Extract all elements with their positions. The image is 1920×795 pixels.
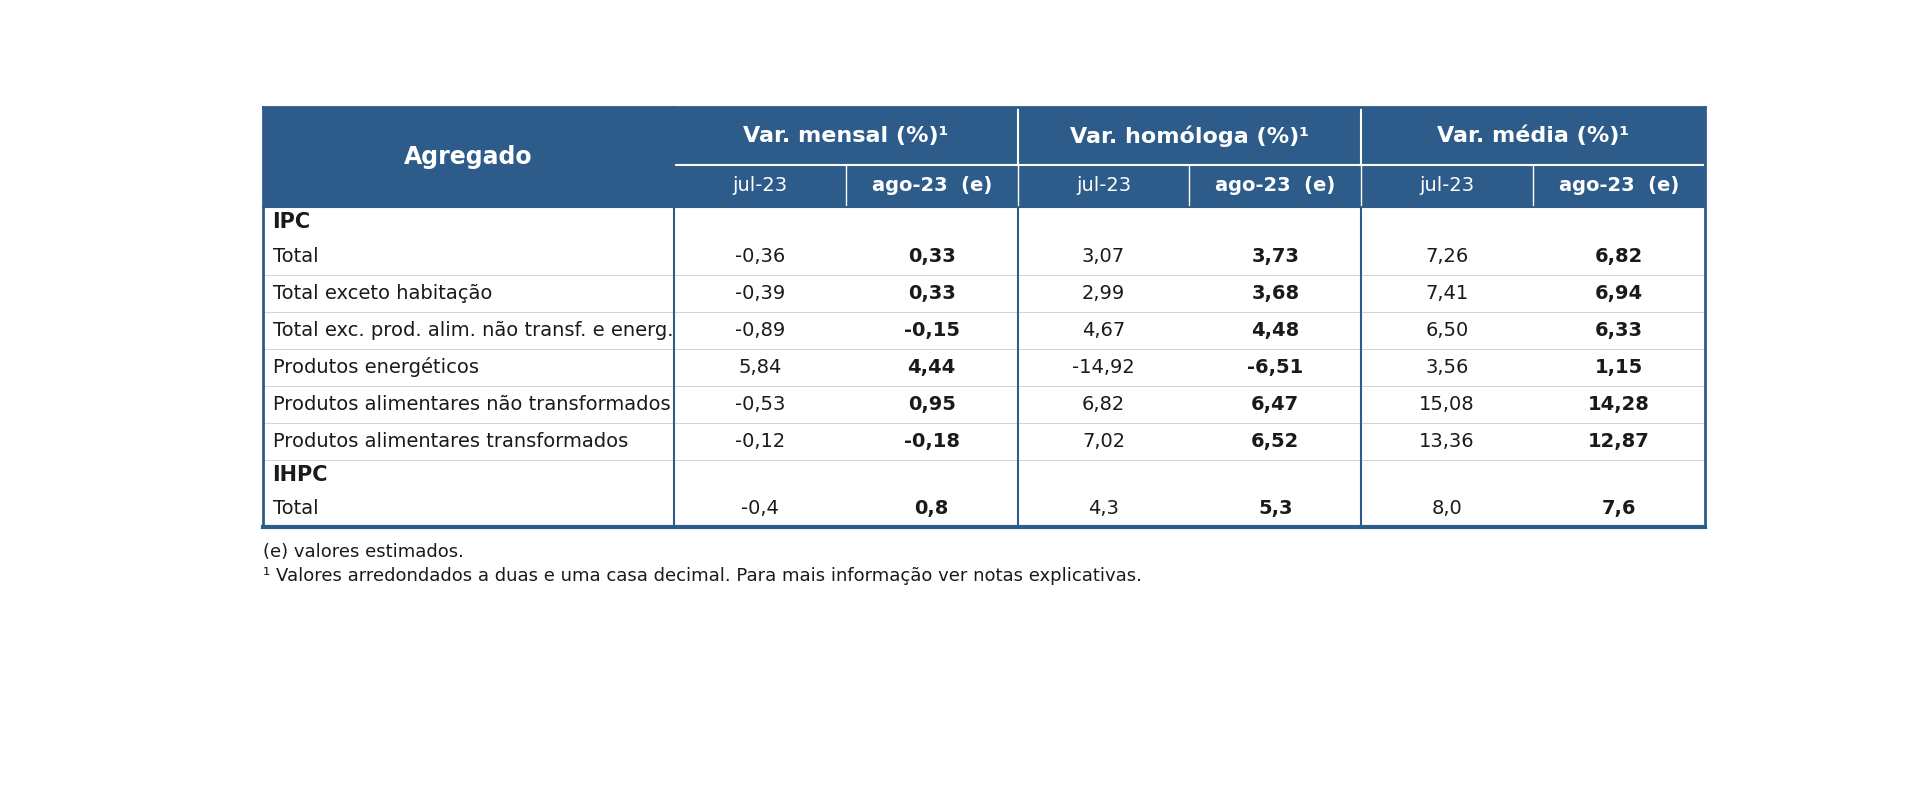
Bar [263, 207, 1705, 238]
Bar [1188, 165, 1361, 207]
Text: 4,3: 4,3 [1089, 499, 1119, 518]
Text: 0,33: 0,33 [908, 284, 956, 303]
Text: ¹ Valores arredondados a duas e uma casa decimal. Para mais informação ver notas: ¹ Valores arredondados a duas e uma casa… [263, 568, 1142, 585]
Text: -0,18: -0,18 [904, 432, 960, 451]
Text: -0,12: -0,12 [735, 432, 785, 451]
Text: Produtos alimentares não transformados: Produtos alimentares não transformados [273, 394, 670, 413]
Text: 6,50: 6,50 [1425, 320, 1469, 339]
Text: 8,0: 8,0 [1432, 499, 1463, 518]
Text: 6,52: 6,52 [1252, 432, 1300, 451]
Text: 3,56: 3,56 [1425, 358, 1469, 377]
Text: Produtos alimentares transformados: Produtos alimentares transformados [273, 432, 628, 451]
Text: 6,33: 6,33 [1596, 320, 1644, 339]
Text: 1,15: 1,15 [1596, 358, 1644, 377]
Bar [263, 460, 1705, 491]
Text: 15,08: 15,08 [1419, 394, 1475, 413]
Text: 4,67: 4,67 [1081, 320, 1125, 339]
Text: jul-23: jul-23 [1419, 176, 1475, 196]
Bar [263, 107, 674, 207]
Text: 2,99: 2,99 [1081, 284, 1125, 303]
Bar [263, 386, 1705, 423]
Bar [1018, 165, 1188, 207]
Text: 6,82: 6,82 [1596, 246, 1644, 266]
Text: ago-23  (e): ago-23 (e) [872, 176, 993, 196]
Bar [674, 107, 1018, 165]
Text: 7,41: 7,41 [1425, 284, 1469, 303]
Text: 3,68: 3,68 [1252, 284, 1300, 303]
Text: 6,82: 6,82 [1081, 394, 1125, 413]
Text: Var. homóloga (%)¹: Var. homóloga (%)¹ [1069, 125, 1309, 146]
Text: Total exc. prod. alim. não transf. e energ.: Total exc. prod. alim. não transf. e ene… [273, 320, 674, 339]
Text: 12,87: 12,87 [1588, 432, 1649, 451]
Text: jul-23: jul-23 [1075, 176, 1131, 196]
Bar [847, 165, 1018, 207]
Text: 7,02: 7,02 [1081, 432, 1125, 451]
Text: -0,15: -0,15 [904, 320, 960, 339]
Text: 0,95: 0,95 [908, 394, 956, 413]
Text: -0,4: -0,4 [741, 499, 780, 518]
Text: ago-23  (e): ago-23 (e) [1559, 176, 1678, 196]
Text: 0,33: 0,33 [908, 246, 956, 266]
Text: -0,53: -0,53 [735, 394, 785, 413]
Text: 6,47: 6,47 [1252, 394, 1300, 413]
Text: 6,94: 6,94 [1596, 284, 1644, 303]
Text: 5,84: 5,84 [737, 358, 781, 377]
Text: ago-23  (e): ago-23 (e) [1215, 176, 1336, 196]
Bar [1018, 107, 1361, 165]
Text: Var. mensal (%)¹: Var. mensal (%)¹ [743, 126, 948, 145]
Text: 3,73: 3,73 [1252, 246, 1300, 266]
Text: Total: Total [273, 499, 319, 518]
Text: jul-23: jul-23 [732, 176, 787, 196]
Bar [263, 423, 1705, 460]
Bar [674, 165, 847, 207]
Text: IHPC: IHPC [273, 465, 328, 485]
Text: Agregado: Agregado [405, 145, 534, 169]
Text: 0,8: 0,8 [914, 499, 948, 518]
Text: -0,39: -0,39 [735, 284, 785, 303]
Bar [1532, 165, 1705, 207]
Bar [1361, 165, 1532, 207]
Bar [263, 491, 1705, 527]
Bar [263, 312, 1705, 349]
Text: Var. média (%)¹: Var. média (%)¹ [1436, 126, 1628, 146]
Text: -0,36: -0,36 [735, 246, 785, 266]
Bar [263, 275, 1705, 312]
Text: IPC: IPC [273, 212, 311, 232]
Text: 4,44: 4,44 [908, 358, 956, 377]
Text: (e) valores estimados.: (e) valores estimados. [263, 543, 465, 560]
Text: 7,6: 7,6 [1601, 499, 1636, 518]
Bar [263, 349, 1705, 386]
Bar [1361, 107, 1705, 165]
Text: Total: Total [273, 246, 319, 266]
Text: 13,36: 13,36 [1419, 432, 1475, 451]
Text: 7,26: 7,26 [1425, 246, 1469, 266]
Text: -0,89: -0,89 [735, 320, 785, 339]
Text: 4,48: 4,48 [1252, 320, 1300, 339]
Text: -6,51: -6,51 [1248, 358, 1304, 377]
Text: 14,28: 14,28 [1588, 394, 1649, 413]
Text: 5,3: 5,3 [1258, 499, 1292, 518]
Text: Total exceto habitação: Total exceto habitação [273, 284, 492, 303]
Bar [263, 238, 1705, 275]
Text: Produtos energéticos: Produtos energéticos [273, 357, 478, 377]
Text: -14,92: -14,92 [1071, 358, 1135, 377]
Text: 3,07: 3,07 [1081, 246, 1125, 266]
